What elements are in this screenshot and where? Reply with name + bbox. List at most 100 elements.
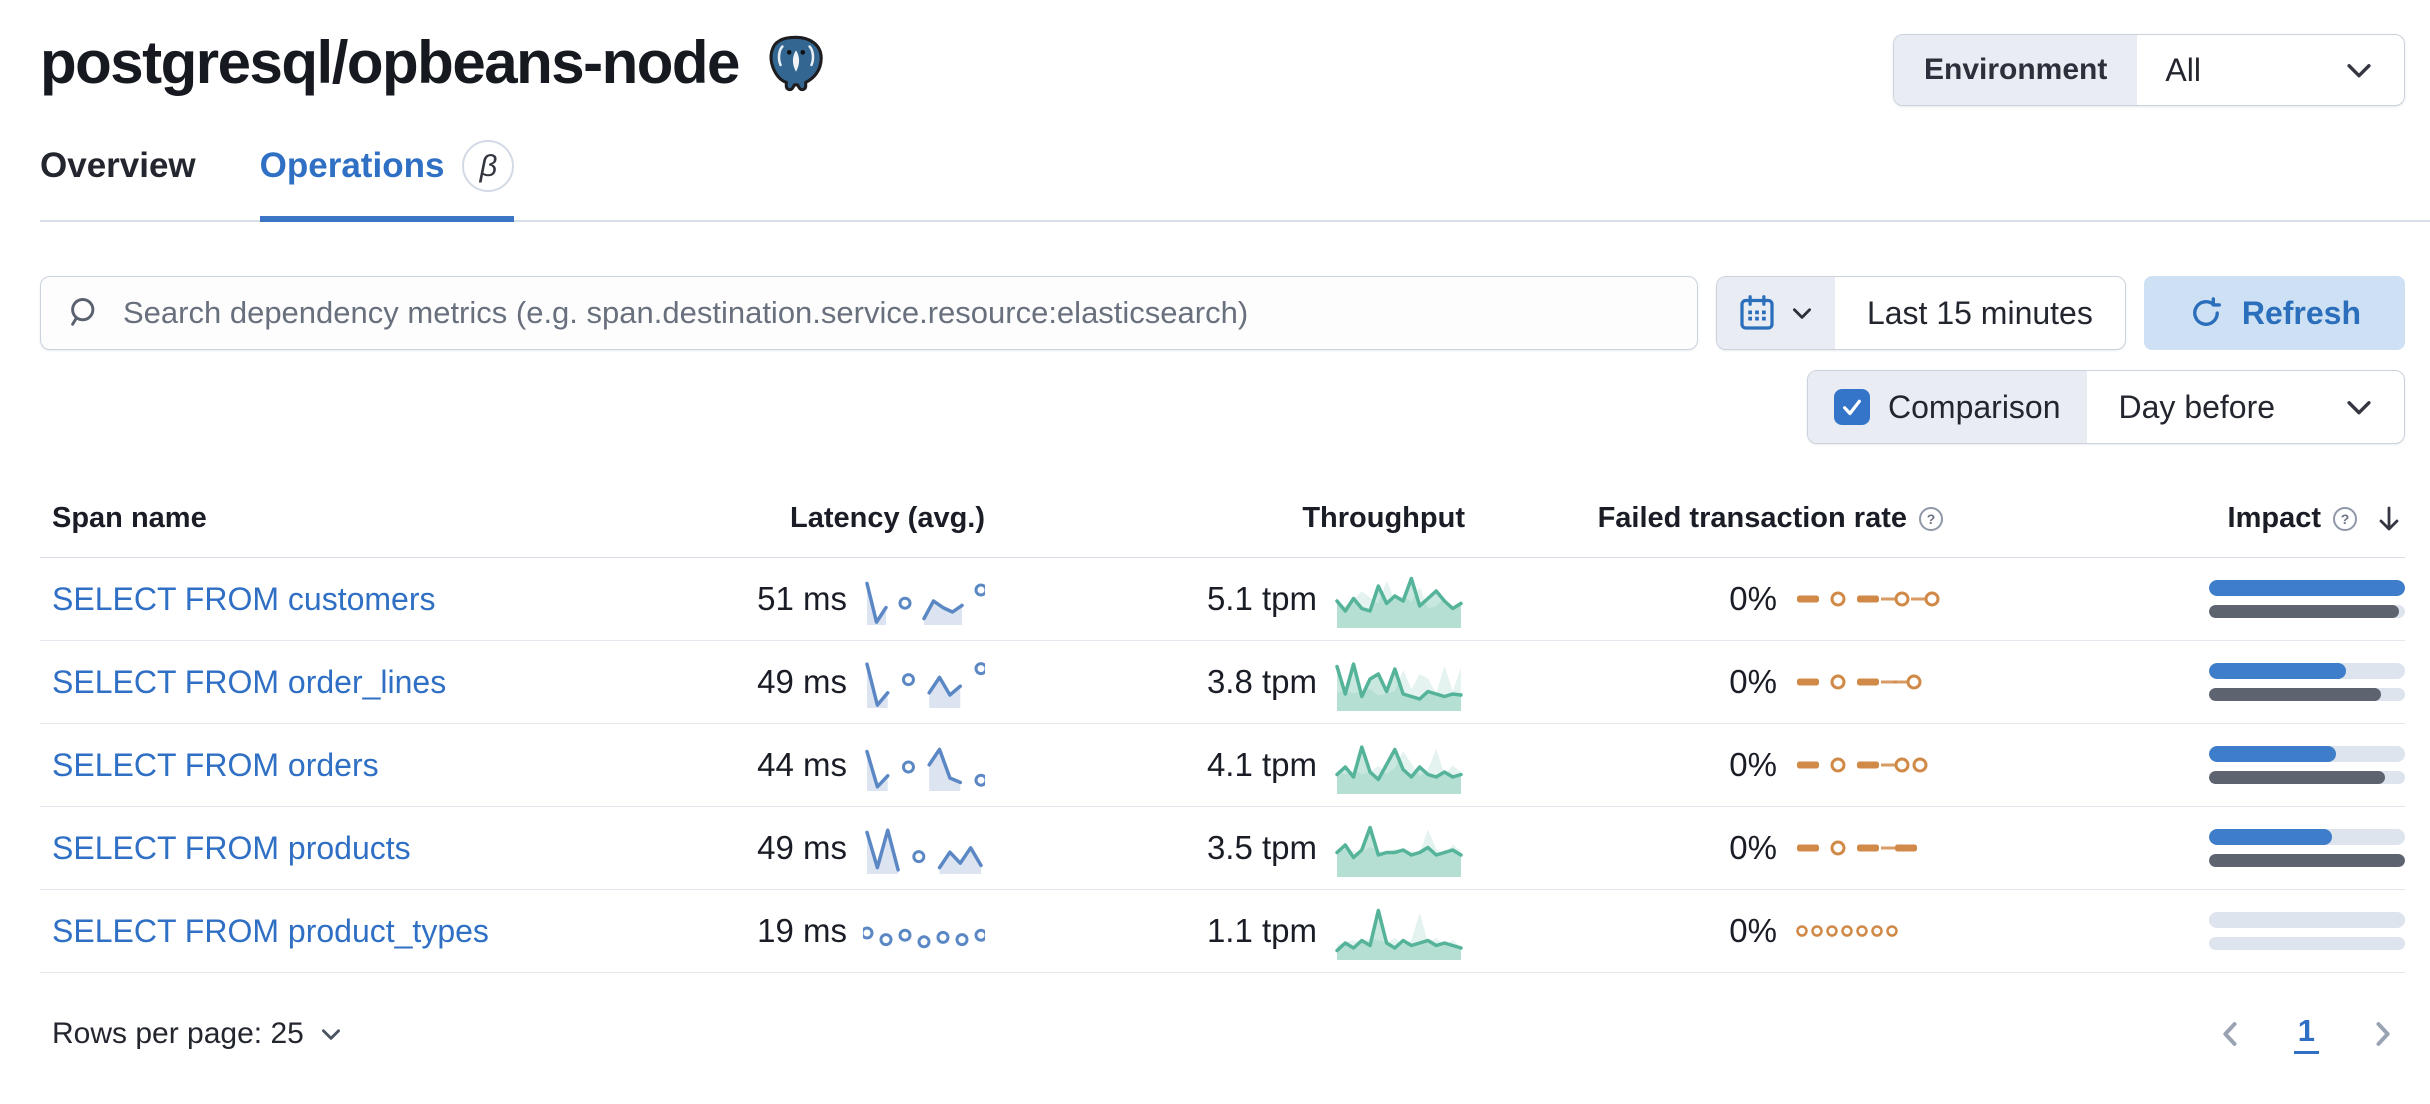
- latency-value: 49 ms: [757, 663, 847, 700]
- failed-rate-value: 0%: [1729, 580, 1777, 617]
- impact-bars: [2209, 746, 2405, 784]
- failed-rate-value: 0%: [1729, 829, 1777, 866]
- next-page-button[interactable]: [2365, 1017, 2399, 1051]
- sort-descending-icon: [2373, 503, 2405, 535]
- impact-bars: [2209, 580, 2405, 618]
- failed-rate-sparkline: [1797, 674, 1922, 690]
- column-header-span-name[interactable]: Span name: [52, 502, 207, 534]
- refresh-button[interactable]: Refresh: [2143, 276, 2405, 350]
- latency-sparkline: [865, 828, 983, 874]
- latency-value: 51 ms: [757, 580, 847, 617]
- comparison-value: Day before: [2118, 388, 2276, 425]
- table-header: Span name Latency (avg.) Throughput Fail…: [40, 502, 2405, 558]
- span-name-link[interactable]: SELECT FROM product_types: [52, 912, 489, 949]
- chevron-down-icon: [1789, 300, 1815, 326]
- throughput-sparkline: [1335, 825, 1463, 877]
- latency-sparkline: [865, 581, 985, 625]
- table-row: SELECT FROM customers 51 ms 5.1 tpm 0%: [40, 558, 2405, 641]
- table-row: SELECT FROM product_types 19 ms 1.1 tpm …: [40, 890, 2405, 973]
- refresh-label: Refresh: [2241, 294, 2361, 331]
- failed-rate-sparkline: [1797, 757, 1928, 773]
- throughput-sparkline: [1335, 662, 1463, 711]
- comparison-select[interactable]: Day before: [2087, 371, 2404, 443]
- postgresql-icon: [765, 32, 827, 94]
- throughput-sparkline: [1335, 745, 1463, 794]
- table-row: SELECT FROM products 49 ms 3.5 tpm 0%: [40, 807, 2405, 890]
- span-name-link[interactable]: SELECT FROM orders: [52, 746, 379, 783]
- previous-page-button[interactable]: [2214, 1017, 2248, 1051]
- impact-bar-previous: [2209, 771, 2386, 784]
- span-name-link[interactable]: SELECT FROM customers: [52, 580, 436, 617]
- latency-sparkline: [865, 747, 985, 791]
- table-footer: Rows per page: 25 1: [40, 1013, 2405, 1054]
- column-header-failed-rate[interactable]: Failed transaction rate ?: [1465, 502, 1945, 535]
- impact-bars: [2209, 663, 2405, 701]
- page-header: postgresql/opbeans-node Environment All: [0, 0, 2430, 106]
- environment-value: All: [2165, 51, 2201, 88]
- failed-rate-value: 0%: [1729, 912, 1777, 949]
- comparison-control: Comparison Day before: [1807, 370, 2405, 444]
- column-header-latency[interactable]: Latency (avg.): [790, 502, 985, 534]
- tab-overview-label: Overview: [40, 146, 196, 185]
- environment-label: Environment: [1894, 35, 2138, 105]
- environment-select[interactable]: Environment All: [1893, 34, 2405, 106]
- table-row: SELECT FROM order_lines 49 ms 3.8 tpm 0%: [40, 641, 2405, 724]
- refresh-icon: [2188, 295, 2224, 331]
- impact-bar-current: [2209, 663, 2347, 679]
- failed-rate-sparkline: [1796, 925, 1898, 937]
- rows-per-page-button[interactable]: Rows per page: 25: [40, 1017, 344, 1051]
- impact-bar-previous: [2209, 854, 2405, 867]
- tab-operations[interactable]: Operations β: [259, 140, 515, 222]
- beta-badge: β: [462, 140, 515, 192]
- latency-value: 19 ms: [757, 912, 847, 949]
- throughput-value: 4.1 tpm: [1206, 746, 1317, 783]
- svg-text:?: ?: [2341, 511, 2350, 527]
- impact-bar-previous: [2209, 688, 2382, 701]
- controls-row: Last 15 minutes Refresh: [40, 276, 2405, 350]
- failed-rate-value: 0%: [1729, 663, 1777, 700]
- impact-bar-current: [2209, 580, 2405, 596]
- span-name-link[interactable]: SELECT FROM products: [52, 829, 411, 866]
- throughput-sparkline: [1335, 908, 1463, 960]
- operations-table: Span name Latency (avg.) Throughput Fail…: [40, 502, 2405, 973]
- impact-bar-previous: [2209, 605, 2400, 618]
- chevron-down-icon: [2342, 390, 2376, 424]
- failed-rate-value: 0%: [1729, 746, 1777, 783]
- time-range-value[interactable]: Last 15 minutes: [1866, 294, 2093, 331]
- failed-rate-sparkline: [1797, 840, 1917, 856]
- chevron-down-icon: [2342, 53, 2376, 87]
- chevron-down-icon: [318, 1021, 344, 1047]
- comparison-label: Comparison: [1888, 388, 2061, 425]
- comparison-checkbox[interactable]: [1834, 389, 1870, 425]
- tab-bar: Overview Operations β: [40, 140, 2430, 222]
- tab-overview[interactable]: Overview: [40, 140, 196, 222]
- latency-value: 44 ms: [757, 746, 847, 783]
- impact-bar-current: [2209, 746, 2337, 762]
- search-box: [40, 276, 1698, 350]
- help-icon[interactable]: ?: [1917, 505, 1945, 533]
- page-number[interactable]: 1: [2293, 1013, 2319, 1054]
- search-input[interactable]: [121, 294, 1671, 332]
- throughput-value: 1.1 tpm: [1206, 912, 1317, 949]
- page-title: postgresql/opbeans-node: [40, 29, 740, 96]
- latency-sparkline: [863, 926, 985, 949]
- failed-rate-sparkline: [1797, 591, 1940, 607]
- column-header-throughput[interactable]: Throughput: [1302, 502, 1465, 534]
- impact-bar-current: [2209, 829, 2333, 845]
- span-name-link[interactable]: SELECT FROM order_lines: [52, 663, 447, 700]
- search-icon: [67, 295, 103, 331]
- throughput-value: 3.8 tpm: [1206, 663, 1317, 700]
- pagination: 1: [2214, 1013, 2405, 1054]
- throughput-sparkline: [1335, 576, 1463, 628]
- impact-bars: [2209, 912, 2405, 950]
- calendar-icon: [1737, 293, 1777, 333]
- throughput-value: 3.5 tpm: [1206, 829, 1317, 866]
- help-icon[interactable]: ?: [2331, 505, 2359, 533]
- svg-text:?: ?: [1927, 511, 1936, 527]
- throughput-value: 5.1 tpm: [1206, 580, 1317, 617]
- date-picker[interactable]: Last 15 minutes: [1715, 276, 2126, 350]
- date-picker-quick-menu[interactable]: [1716, 277, 1835, 349]
- column-header-impact[interactable]: Impact ?: [1945, 502, 2405, 535]
- rows-per-page-label: Rows per page: 25: [52, 1016, 304, 1050]
- latency-sparkline: [865, 662, 985, 708]
